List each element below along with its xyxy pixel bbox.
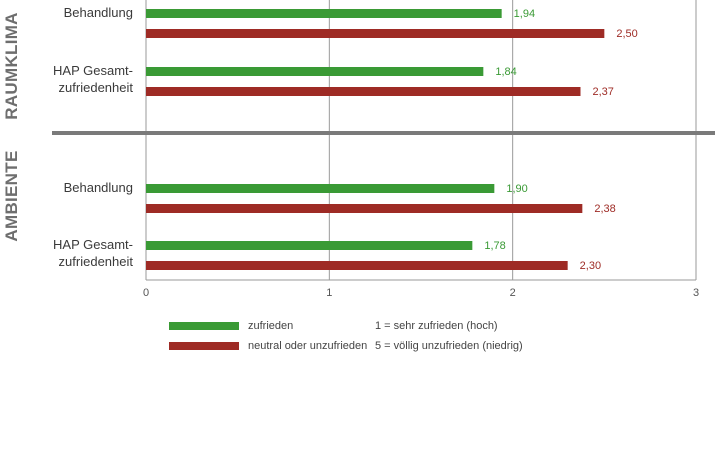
bar xyxy=(146,9,502,18)
x-tick-label: 1 xyxy=(326,287,332,299)
data-label: 2,37 xyxy=(593,86,614,98)
legend-label-neutral: neutral oder unzufrieden xyxy=(248,340,368,352)
x-tick-label: 3 xyxy=(693,287,699,299)
bar xyxy=(146,184,495,193)
legend-swatch-neutral xyxy=(169,342,239,350)
category-label: HAP Gesamt- xyxy=(53,63,133,78)
category-label: zufriedenheit xyxy=(59,80,134,95)
x-tick-label: 0 xyxy=(143,287,149,299)
legend-swatch-satisfied xyxy=(169,322,239,330)
bar xyxy=(146,204,583,213)
bar xyxy=(146,241,473,250)
category-label: Behandlung xyxy=(64,5,133,20)
bar xyxy=(146,67,484,76)
data-label: 1,84 xyxy=(495,66,516,78)
bar xyxy=(146,29,605,38)
x-tick-label: 2 xyxy=(510,287,516,299)
scale-note-top: 1 = sehr zufrieden (hoch) xyxy=(375,320,498,332)
legend-label-satisfied: zufrieden xyxy=(248,320,294,332)
section-title: RAUMKLIMA xyxy=(2,12,21,120)
scale-note-bottom: 5 = völlig unzufrieden (niedrig) xyxy=(375,340,523,352)
data-label: 1,94 xyxy=(514,8,535,20)
section-title: AMBIENTE xyxy=(2,150,21,241)
category-label: Behandlung xyxy=(64,180,133,195)
bar xyxy=(146,87,581,96)
data-label: 2,50 xyxy=(616,28,637,40)
category-label: zufriedenheit xyxy=(59,254,134,269)
data-label: 2,30 xyxy=(580,260,601,272)
data-label: 1,90 xyxy=(506,183,527,195)
data-label: 2,38 xyxy=(594,203,615,215)
bar xyxy=(146,261,568,270)
data-label: 1,78 xyxy=(484,240,505,252)
category-label: HAP Gesamt- xyxy=(53,237,133,252)
